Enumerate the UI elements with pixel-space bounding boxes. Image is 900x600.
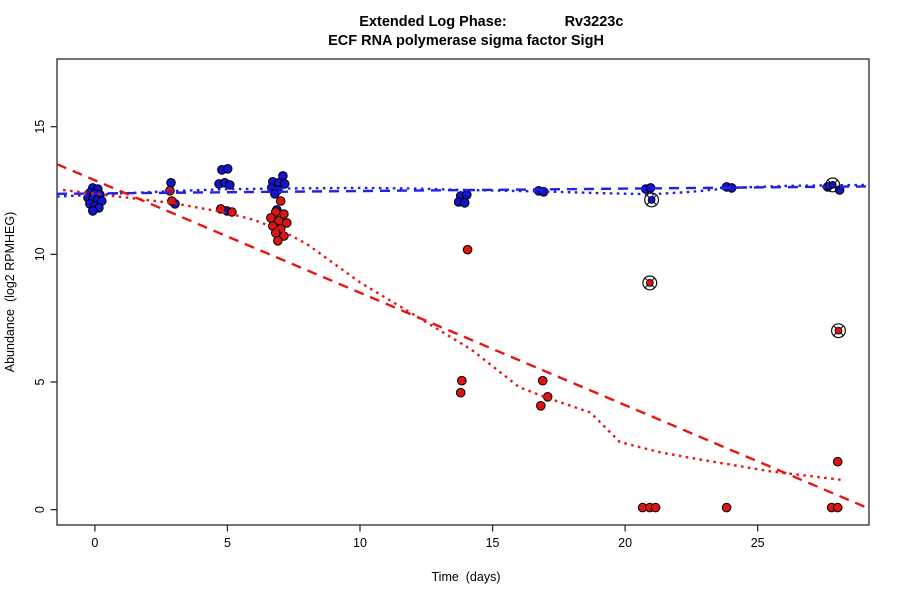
x-tick-label: 25: [751, 536, 765, 550]
data-point: [650, 502, 661, 513]
x-tick-label: 5: [224, 536, 231, 550]
x-tick-label: 10: [353, 536, 367, 550]
data-point: [222, 164, 233, 174]
data-point: [270, 189, 280, 199]
flagged-point-marker: [644, 192, 660, 208]
data-point: [462, 244, 473, 255]
trend-line-blue-smooth-fit: [57, 183, 869, 198]
plot-box: [56, 58, 870, 526]
data-point: [455, 387, 466, 398]
data-point: [88, 206, 98, 216]
flagged-point-marker: [642, 275, 658, 291]
data-point: [457, 375, 467, 386]
x-axis-label: Time (days): [432, 570, 501, 584]
data-point: [275, 196, 286, 206]
flagged-point-marker: [830, 323, 847, 339]
data-point: [270, 228, 281, 238]
data-point: [166, 178, 176, 188]
chart-layer: 0 5 10 15 20 25 0 5 10 15: [33, 58, 870, 550]
data-point: [721, 502, 732, 513]
y-axis-label: Abundance (log2 RPMHEG): [3, 212, 17, 373]
x-tick-label: 15: [486, 536, 500, 550]
flagged-point-marker: [825, 177, 841, 193]
data-point: [459, 198, 470, 208]
trend-line-red-linear-fit: [57, 163, 869, 510]
data-point: [282, 218, 292, 228]
data-point: [536, 401, 546, 411]
condition-red-points-layer: [165, 186, 843, 513]
data-point: [542, 392, 553, 402]
data-point: [227, 207, 237, 217]
x-tick-label: 0: [91, 536, 98, 550]
y-tick-label: 15: [33, 120, 47, 134]
plot-subtitle: ECF RNA polymerase sigma factor SigH: [328, 33, 604, 49]
data-point: [266, 213, 276, 223]
data-point: [537, 375, 548, 386]
y-tick-label: 0: [33, 506, 47, 513]
data-point: [279, 209, 289, 219]
data-point: [832, 456, 843, 467]
data-point: [225, 180, 235, 190]
y-tick-label: 10: [33, 247, 47, 261]
data-point: [462, 190, 472, 200]
y-tick-label: 5: [33, 378, 47, 385]
data-point: [279, 179, 290, 189]
data-point: [273, 236, 283, 246]
plot-title: Extended Log Phase:: [359, 14, 506, 30]
x-tick-label: 20: [618, 536, 632, 550]
trend-line-red-smooth-fit: [62, 188, 846, 482]
plot-title-gene: Rv3223c: [565, 14, 624, 30]
data-point: [832, 502, 843, 513]
